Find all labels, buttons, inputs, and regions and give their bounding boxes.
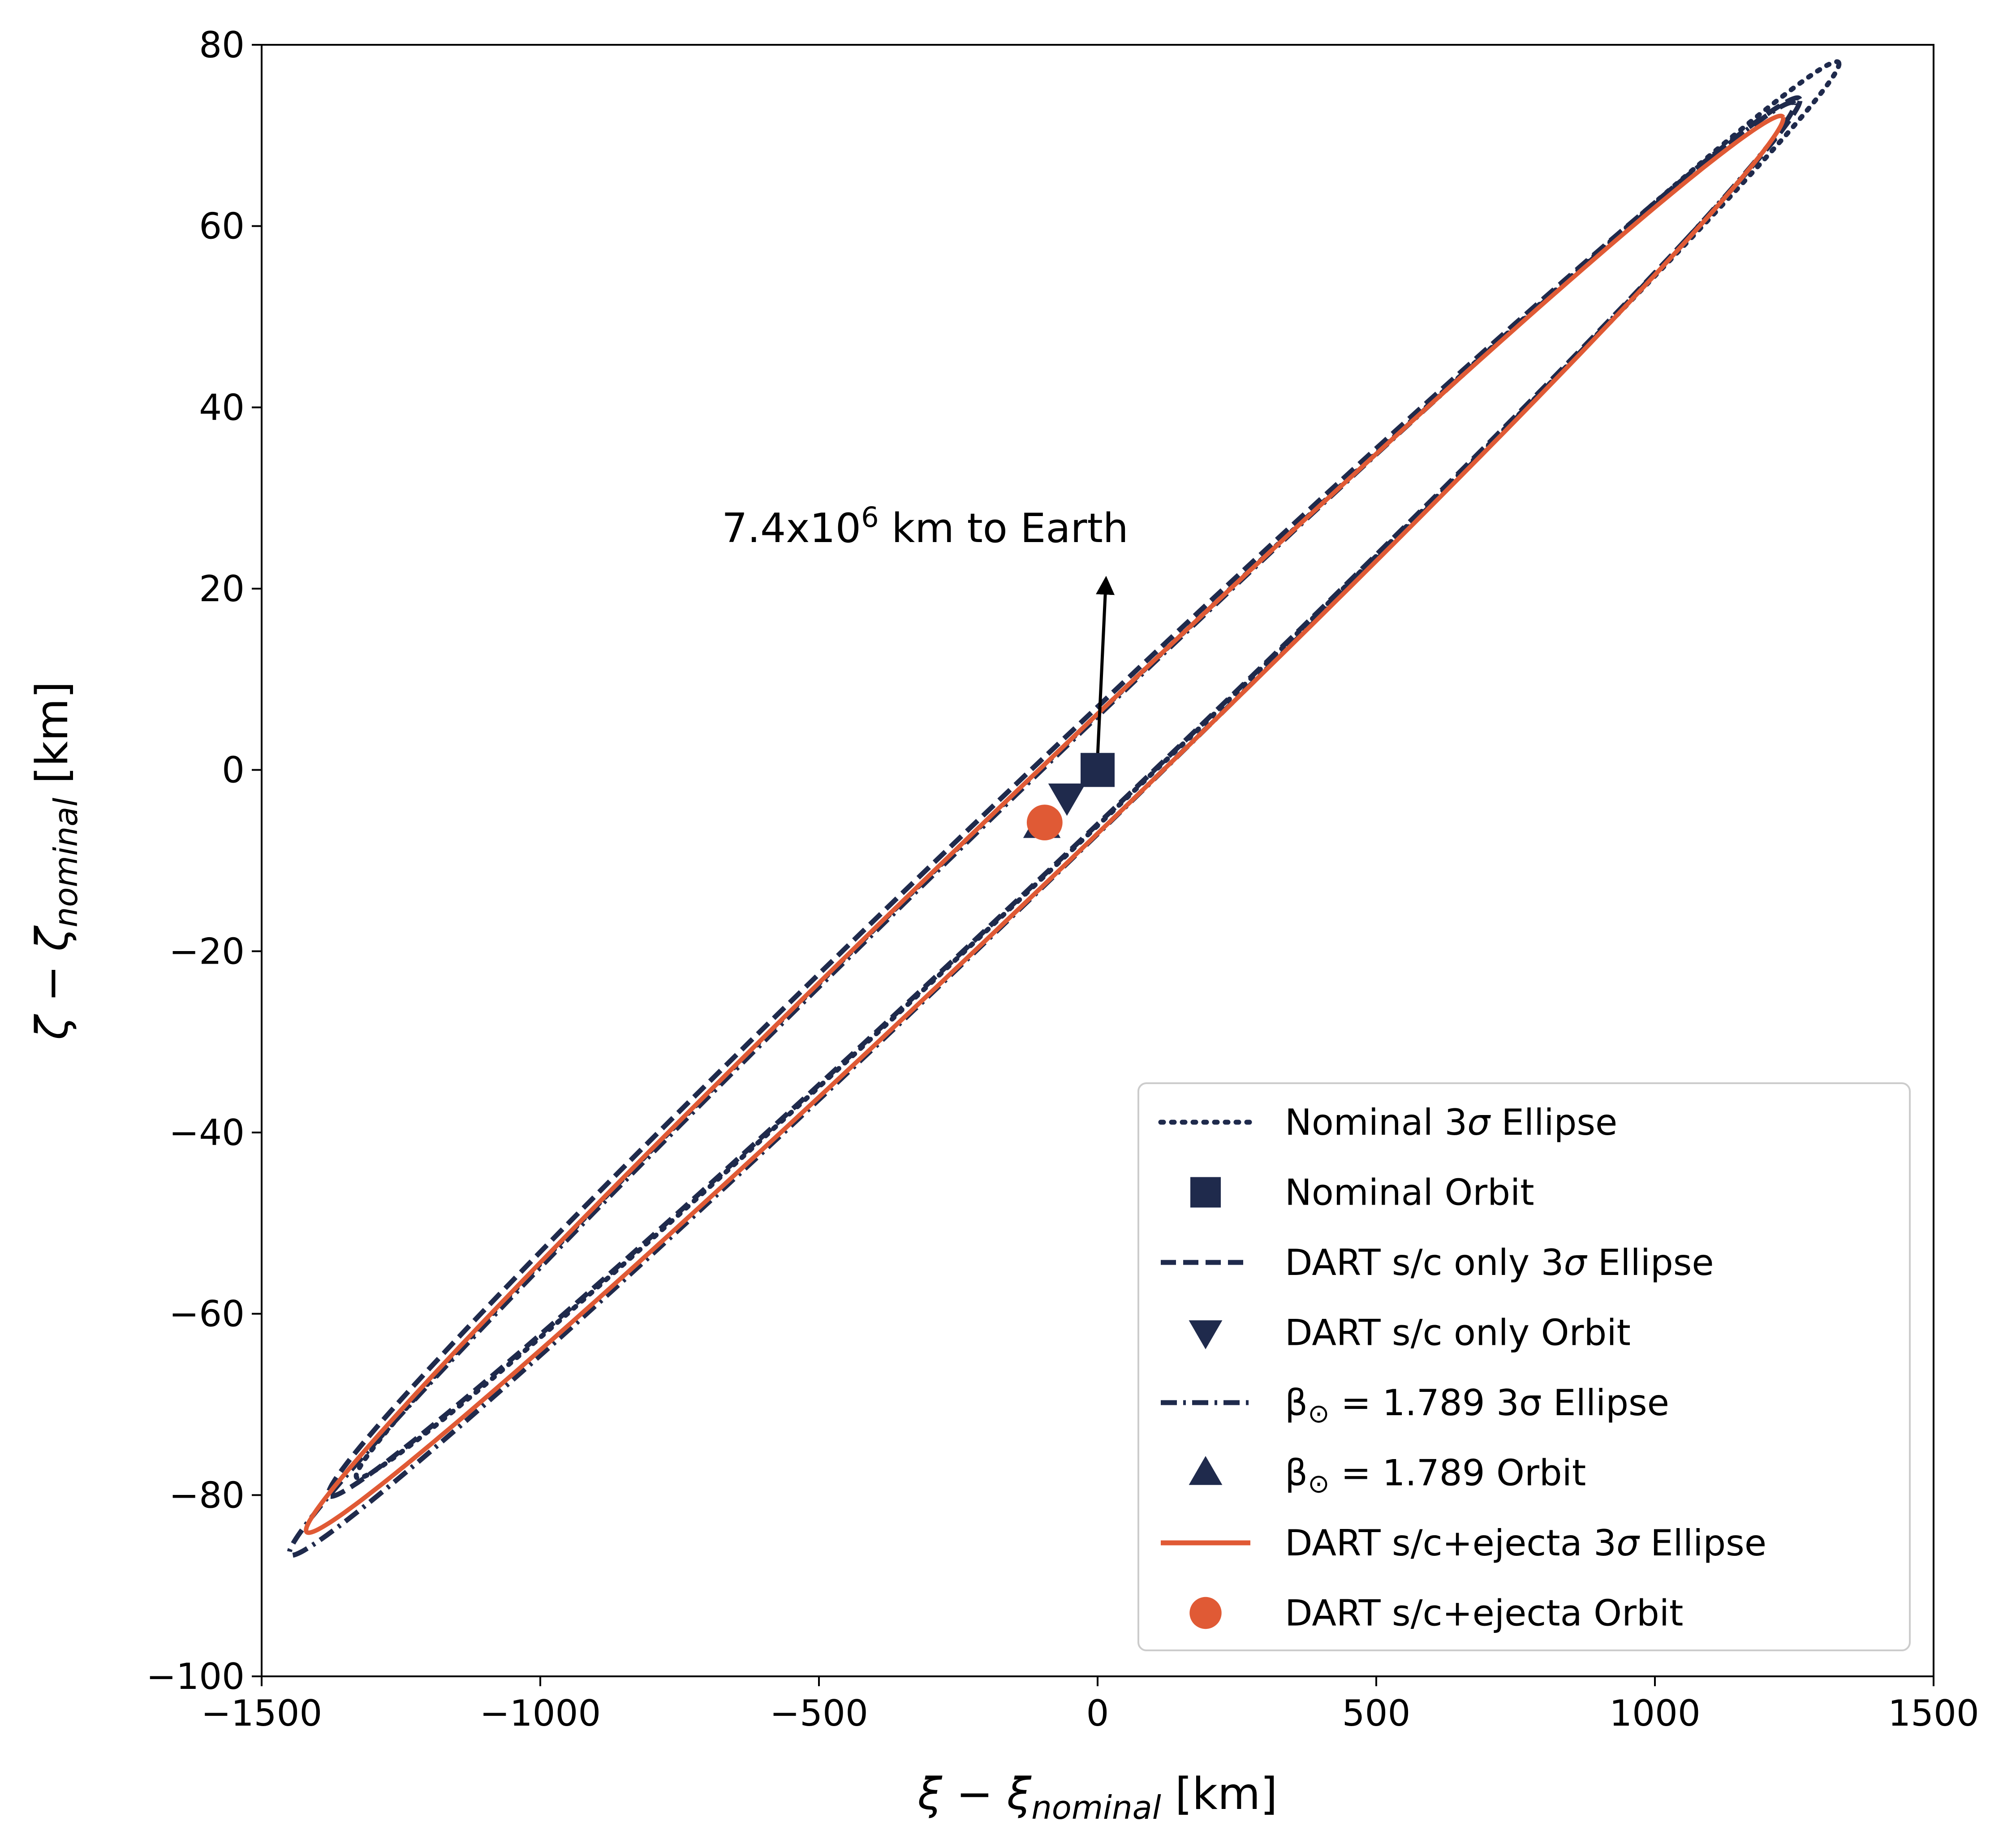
y-tick-label: 40 — [199, 387, 245, 428]
y-tick-label: −80 — [169, 1474, 245, 1516]
legend-entry: Nominal 3σ Ellipse — [1158, 1102, 1617, 1143]
y-tick-label: −20 — [169, 930, 245, 972]
legend-label-symbol: ⊙ — [1308, 1398, 1330, 1429]
legend-entry: DART s/c+ejecta 3σ Ellipse — [1161, 1522, 1766, 1564]
annotation-suffix: km to Earth — [879, 505, 1129, 552]
legend-marker-swatch — [1189, 1597, 1222, 1629]
nominal-orbit-marker — [1081, 753, 1115, 787]
legend-label: Nominal Orbit — [1285, 1172, 1534, 1214]
y-axis-title: ζ − ζnominal [km] — [27, 681, 85, 1040]
x-tick-label: −500 — [770, 1692, 868, 1734]
y-axis-title-sub: nominal — [47, 798, 85, 928]
legend-label: β⊙ = 1.789 Orbit — [1285, 1452, 1586, 1499]
legend-entry: β⊙ = 1.789 Orbit — [1189, 1452, 1586, 1499]
legend-entry: β⊙ = 1.789 3σ Ellipse — [1161, 1382, 1669, 1429]
x-tick-label: 1000 — [1609, 1692, 1701, 1734]
orbit-points-layer — [1023, 753, 1115, 840]
earth-distance-annotation: 7.4x106 km to Earth — [722, 501, 1129, 552]
legend-marker-swatch — [1189, 1456, 1223, 1485]
legend-label-symbol: σ — [1616, 1522, 1640, 1564]
legend-label-part: DART s/c only Orbit — [1285, 1312, 1631, 1354]
legend-box — [1137, 1082, 1911, 1651]
legend-label-part: DART s/c only 3 — [1285, 1242, 1564, 1283]
x-tick-label: 500 — [1342, 1692, 1411, 1734]
x-tick-label: −1500 — [201, 1692, 323, 1734]
legend-label-part: Ellipse — [1586, 1242, 1714, 1283]
y-tick-label: 20 — [199, 568, 245, 610]
dart-s-c-ejecta-3-ellipse — [304, 113, 1786, 1535]
legend-label: DART s/c only Orbit — [1285, 1312, 1631, 1354]
y-tick-label: 0 — [222, 749, 245, 791]
legend-label-symbol: σ — [1467, 1102, 1491, 1143]
earth-direction-arrow — [1096, 576, 1115, 757]
legend-label-part: Ellipse — [1490, 1102, 1617, 1143]
x-axis-ticks: −1500 −1000 −500 0 500 1000 1500 — [201, 1676, 1979, 1734]
x-axis-title-base: ξ − ξ — [917, 1769, 1032, 1820]
y-tick-label: −40 — [169, 1112, 245, 1154]
x-tick-label: 1500 — [1888, 1692, 1979, 1734]
legend-label-symbol: σ — [1564, 1242, 1588, 1283]
legend-marker-swatch — [1189, 1320, 1223, 1349]
y-tick-label: 60 — [199, 206, 245, 247]
legend-label-part: DART s/c+ejecta Orbit — [1285, 1593, 1683, 1634]
legend-label-part: = 1.789 3σ Ellipse — [1330, 1382, 1669, 1424]
legend-label-part: Nominal 3 — [1285, 1102, 1467, 1143]
legend-entry: Nominal Orbit — [1190, 1172, 1534, 1214]
legend-label: β⊙ = 1.789 3σ Ellipse — [1285, 1382, 1669, 1429]
legend-entry: DART s/c+ejecta Orbit — [1189, 1593, 1683, 1634]
legend-label-part: Ellipse — [1639, 1522, 1766, 1564]
dart-s-c-only-3-ellipse — [326, 95, 1803, 1499]
legend-label: DART s/c+ejecta 3σ Ellipse — [1285, 1522, 1766, 1564]
legend-marker-swatch — [1190, 1177, 1221, 1208]
y-tick-label: 80 — [199, 24, 245, 66]
legend-label-part: = 1.789 Orbit — [1330, 1452, 1586, 1494]
y-axis-title-base: ζ − ζ — [27, 926, 78, 1041]
x-axis-title-sub: nominal — [1031, 1789, 1161, 1826]
legend-label-part: DART s/c+ejecta 3 — [1285, 1522, 1616, 1564]
legend-label-part: β — [1285, 1452, 1308, 1494]
legend-label: Nominal 3σ Ellipse — [1285, 1102, 1617, 1143]
legend-entry: DART s/c only Orbit — [1189, 1312, 1631, 1354]
ellipse-layer — [287, 59, 1842, 1558]
y-axis-ticks: −100 −80 −60 −40 −20 0 20 40 60 80 — [146, 24, 262, 1697]
annotation-superscript: 6 — [861, 501, 879, 534]
x-tick-label: −1000 — [480, 1692, 601, 1734]
annotation-layer: 7.4x106 km to Earth — [722, 501, 1129, 757]
y-tick-label: −60 — [169, 1293, 245, 1335]
dart-s-c-ejecta-orbit-marker — [1026, 805, 1063, 840]
x-axis-title: ξ − ξnominal [km] — [917, 1769, 1277, 1826]
legend-label-part: Nominal Orbit — [1285, 1172, 1534, 1214]
legend-label-part: β — [1285, 1382, 1308, 1424]
x-tick-label: 0 — [1086, 1692, 1109, 1734]
legend-label: DART s/c only 3σ Ellipse — [1285, 1242, 1714, 1283]
legend-label: DART s/c+ejecta Orbit — [1285, 1593, 1683, 1634]
legend-entry: DART s/c only 3σ Ellipse — [1161, 1242, 1714, 1283]
dart-s-c-only-orbit-marker — [1048, 783, 1086, 816]
y-axis-title-unit: [km] — [27, 681, 78, 798]
annotation-prefix: 7.4x10 — [722, 505, 861, 552]
legend-label-symbol: ⊙ — [1308, 1468, 1330, 1499]
y-tick-label: −100 — [146, 1656, 245, 1697]
x-axis-title-unit: [km] — [1161, 1769, 1278, 1820]
